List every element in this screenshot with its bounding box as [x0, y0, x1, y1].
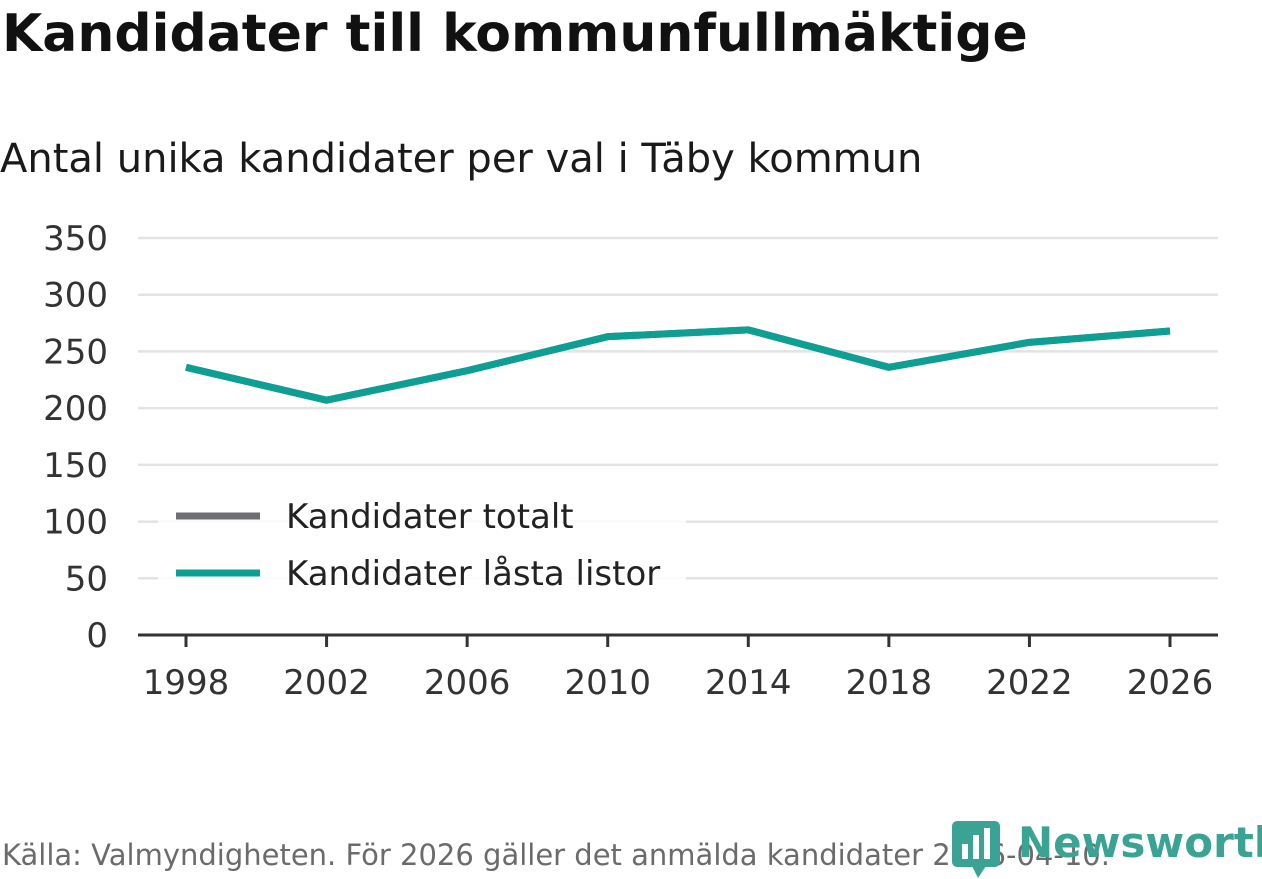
y-tick-label: 300	[43, 276, 108, 316]
series-lines	[185, 326, 1171, 404]
x-tick-label: 2026	[1127, 663, 1214, 703]
x-tick-label: 2006	[424, 663, 511, 703]
x-tick-label: 2010	[564, 663, 651, 703]
x-tick-label: 2022	[986, 663, 1073, 703]
source-note: Källa: Valmyndigheten. För 2026 gäller d…	[2, 838, 1110, 872]
y-tick-label: 150	[43, 446, 108, 486]
bar-chart-speech-bubble-icon	[952, 821, 1000, 878]
grid-lines	[138, 236, 1218, 637]
y-tick-label: 100	[43, 503, 108, 543]
chart-subtitle: Antal unika kandidater per val i Täby ko…	[0, 136, 923, 182]
chart-title: Kandidater till kommunfullmäktige	[2, 4, 1028, 64]
newsworthy-logo: Newsworthy	[950, 818, 1262, 879]
x-axis-ticks: 1998 2002 2006 2010 2014 2018 2022 2026	[143, 635, 1214, 703]
x-tick-label: 2002	[283, 663, 370, 703]
legend-background	[158, 488, 686, 598]
legend-label: Kandidater låsta listor	[286, 554, 660, 594]
legend-label: Kandidater totalt	[286, 497, 574, 537]
legend: Kandidater totalt Kandidater låsta listor	[158, 488, 686, 598]
y-tick-label: 200	[43, 389, 108, 429]
y-tick-label: 250	[43, 332, 108, 372]
y-tick-label: 0	[86, 616, 108, 656]
x-tick-label: 2014	[705, 663, 792, 703]
y-tick-label: 50	[65, 559, 108, 599]
logo-text: Newsworthy	[1018, 818, 1262, 867]
x-tick-label: 1998	[143, 663, 230, 703]
x-tick-label: 2018	[846, 663, 933, 703]
y-axis-ticks: 0 50 100 150 200 250 300 350	[43, 219, 108, 656]
y-tick-label: 350	[43, 219, 108, 259]
series-line-1	[185, 326, 1171, 404]
